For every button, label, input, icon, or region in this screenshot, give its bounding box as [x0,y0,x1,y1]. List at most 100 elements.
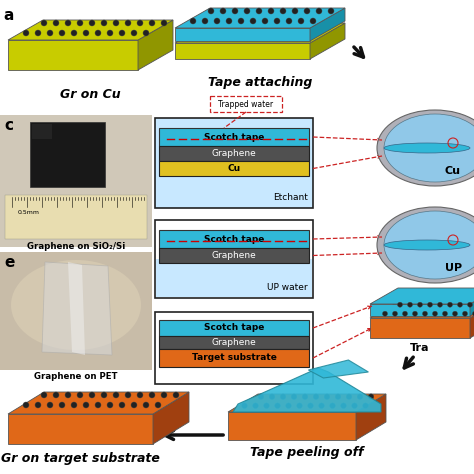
Circle shape [23,402,29,408]
Text: Tape peeling off: Tape peeling off [250,446,364,459]
Polygon shape [8,392,189,414]
Circle shape [208,8,214,14]
Text: Tape attaching: Tape attaching [208,76,312,89]
Text: Scotch tape: Scotch tape [204,133,264,142]
Circle shape [41,392,47,398]
Circle shape [125,392,131,398]
Circle shape [352,403,357,409]
Circle shape [453,311,457,316]
Circle shape [143,30,149,36]
Circle shape [467,302,473,307]
Polygon shape [175,43,310,59]
Circle shape [308,403,313,409]
Ellipse shape [384,240,470,250]
Circle shape [23,30,29,36]
Polygon shape [309,360,368,378]
Circle shape [316,8,322,14]
Bar [0,252,152,370]
Circle shape [113,392,119,398]
Ellipse shape [377,110,474,186]
Circle shape [101,20,107,26]
Text: Graphene on SiO₂/Si: Graphene on SiO₂/Si [27,242,125,251]
Circle shape [291,394,297,400]
Bar [156,259,312,297]
Circle shape [250,18,256,24]
Bar [0,115,152,247]
Polygon shape [8,40,138,70]
Circle shape [275,403,280,409]
Circle shape [65,20,71,26]
Circle shape [65,392,71,398]
Circle shape [292,8,298,14]
Bar [210,96,282,112]
Circle shape [107,30,113,36]
Circle shape [302,394,308,400]
Text: Etchant: Etchant [273,193,308,202]
Text: Scotch tape: Scotch tape [204,323,264,332]
Polygon shape [42,262,112,355]
Circle shape [398,302,402,307]
Circle shape [298,18,304,24]
Polygon shape [175,28,310,41]
Circle shape [35,402,41,408]
Circle shape [131,30,137,36]
Circle shape [202,18,208,24]
Circle shape [447,302,453,307]
Circle shape [264,403,269,409]
Circle shape [346,394,352,400]
Circle shape [47,402,53,408]
Text: Graphene: Graphene [211,338,256,347]
Circle shape [262,18,268,24]
Circle shape [473,311,474,316]
Text: Gr on target substrate: Gr on target substrate [1,452,160,465]
Text: a: a [3,8,13,23]
Polygon shape [68,262,85,355]
Circle shape [119,402,125,408]
Circle shape [35,30,41,36]
Polygon shape [470,288,474,316]
Text: 0.5mm: 0.5mm [18,210,40,215]
Circle shape [173,392,179,398]
Circle shape [463,311,467,316]
Circle shape [280,394,286,400]
Circle shape [258,394,264,400]
Circle shape [412,311,418,316]
Polygon shape [356,394,386,440]
Circle shape [125,20,131,26]
Circle shape [357,394,363,400]
Text: c: c [4,118,13,133]
Circle shape [330,403,335,409]
Circle shape [226,18,232,24]
Circle shape [328,8,334,14]
Circle shape [341,403,346,409]
Circle shape [89,20,95,26]
Circle shape [113,20,119,26]
Circle shape [418,302,422,307]
Circle shape [155,402,161,408]
Text: Trapped water: Trapped water [219,100,273,109]
Circle shape [131,402,137,408]
Circle shape [83,30,89,36]
Text: Scotch tape: Scotch tape [204,235,264,244]
Circle shape [242,403,247,409]
Circle shape [71,30,77,36]
Circle shape [137,392,143,398]
Polygon shape [175,8,345,28]
Ellipse shape [384,143,470,153]
Circle shape [310,18,316,24]
Circle shape [422,311,428,316]
Circle shape [297,403,302,409]
Bar [159,128,309,146]
Circle shape [59,30,65,36]
Circle shape [53,392,59,398]
Circle shape [83,402,89,408]
Circle shape [95,30,101,36]
Text: Cu: Cu [228,164,241,173]
Circle shape [432,311,438,316]
Circle shape [77,392,83,398]
Text: Graphene on PET: Graphene on PET [34,372,118,381]
Circle shape [95,402,101,408]
Circle shape [244,8,250,14]
Polygon shape [370,318,470,338]
Bar [159,230,309,248]
